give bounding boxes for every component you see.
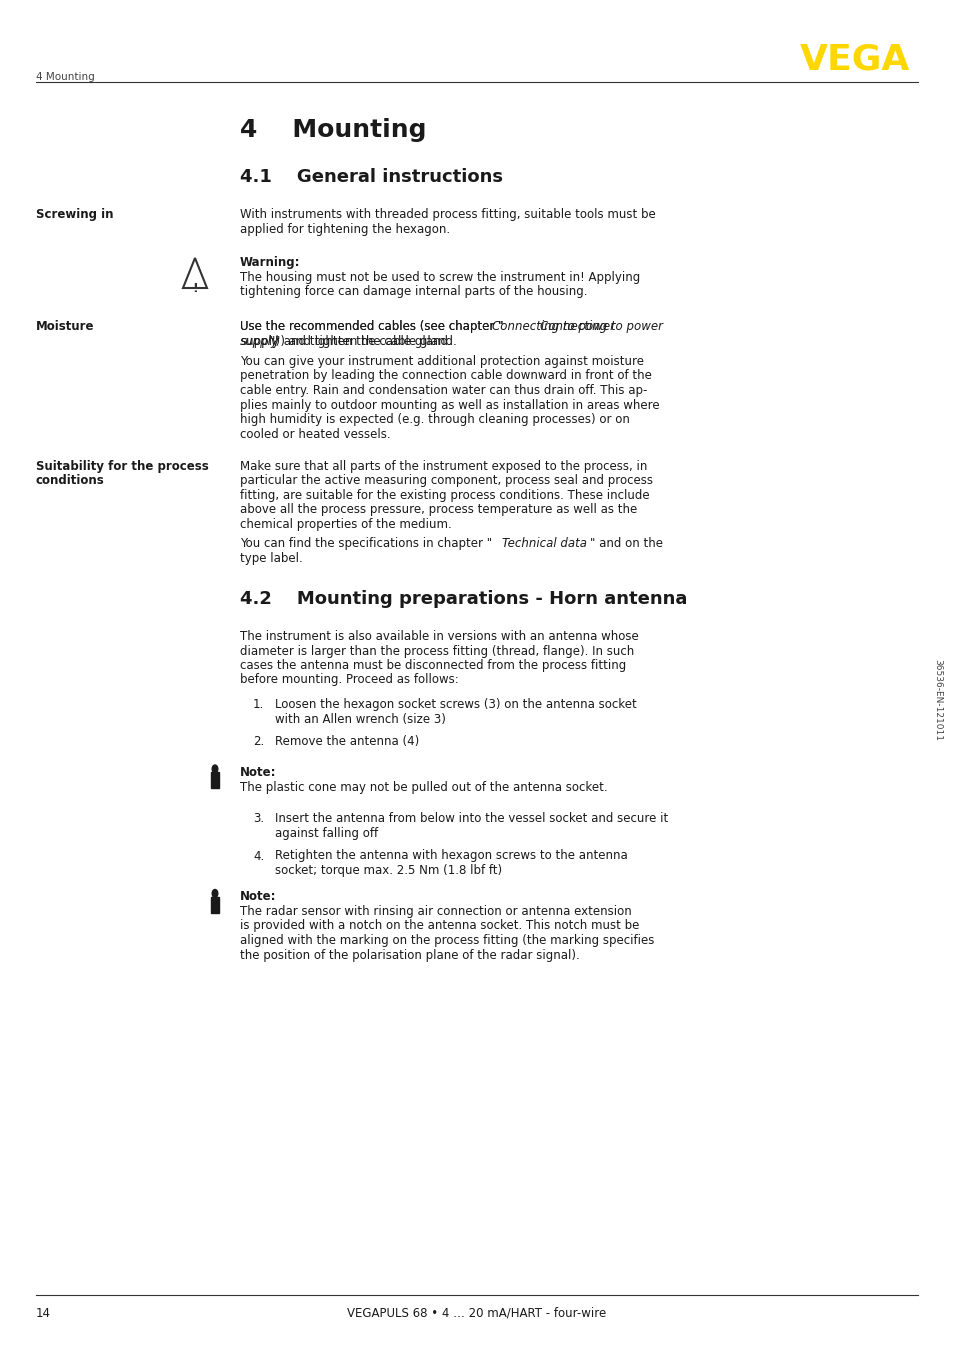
Text: 4.1    General instructions: 4.1 General instructions bbox=[240, 168, 502, 185]
Text: before mounting. Proceed as follows:: before mounting. Proceed as follows: bbox=[240, 673, 458, 686]
Text: cases the antenna must be disconnected from the process fitting: cases the antenna must be disconnected f… bbox=[240, 659, 625, 672]
Text: " and on the: " and on the bbox=[589, 538, 662, 551]
Text: 3.: 3. bbox=[253, 812, 264, 826]
Text: particular the active measuring component, process seal and process: particular the active measuring componen… bbox=[240, 474, 652, 487]
Text: 2.: 2. bbox=[253, 735, 264, 747]
Text: Connecting to power: Connecting to power bbox=[492, 320, 615, 333]
Text: penetration by leading the connection cable downward in front of the: penetration by leading the connection ca… bbox=[240, 370, 651, 382]
Text: 1.: 1. bbox=[253, 699, 264, 711]
Text: VEGAPULS 68 • 4 … 20 mA/HART - four-wire: VEGAPULS 68 • 4 … 20 mA/HART - four-wire bbox=[347, 1307, 606, 1320]
Text: high humidity is expected (e.g. through cleaning processes) or on: high humidity is expected (e.g. through … bbox=[240, 413, 629, 427]
Text: Moisture: Moisture bbox=[36, 320, 94, 333]
Text: cable entry. Rain and condensation water can thus drain off. This ap-: cable entry. Rain and condensation water… bbox=[240, 385, 647, 397]
Text: applied for tightening the hexagon.: applied for tightening the hexagon. bbox=[240, 222, 450, 236]
Text: Retighten the antenna with hexagon screws to the antenna: Retighten the antenna with hexagon screw… bbox=[274, 849, 627, 862]
Text: Connecting to power: Connecting to power bbox=[539, 320, 662, 333]
Text: aligned with the marking on the process fitting (the marking specifies: aligned with the marking on the process … bbox=[240, 934, 654, 946]
Circle shape bbox=[212, 890, 217, 898]
Bar bbox=[211, 896, 219, 913]
Text: The instrument is also available in versions with an antenna whose: The instrument is also available in vers… bbox=[240, 630, 639, 643]
Text: With instruments with threaded process fitting, suitable tools must be: With instruments with threaded process f… bbox=[240, 209, 655, 221]
Text: chemical properties of the medium.: chemical properties of the medium. bbox=[240, 519, 452, 531]
Text: VEGA: VEGA bbox=[799, 42, 909, 76]
Text: Note:: Note: bbox=[240, 766, 276, 779]
Text: Suitability for the process: Suitability for the process bbox=[36, 460, 209, 473]
Text: above all the process pressure, process temperature as well as the: above all the process pressure, process … bbox=[240, 504, 637, 516]
Text: 4 Mounting: 4 Mounting bbox=[36, 72, 94, 83]
Text: 4.2    Mounting preparations - Horn antenna: 4.2 Mounting preparations - Horn antenna bbox=[240, 590, 687, 608]
Text: Warning:: Warning: bbox=[240, 256, 300, 269]
Text: fitting, are suitable for the existing process conditions. These include: fitting, are suitable for the existing p… bbox=[240, 489, 649, 502]
Text: 4.: 4. bbox=[253, 849, 264, 862]
Text: cooled or heated vessels.: cooled or heated vessels. bbox=[240, 428, 390, 440]
Text: the position of the polarisation plane of the radar signal).: the position of the polarisation plane o… bbox=[240, 949, 579, 961]
Text: ") and tighten the cable gland.: ") and tighten the cable gland. bbox=[274, 334, 456, 348]
Text: Note:: Note: bbox=[240, 891, 276, 903]
Text: supply: supply bbox=[240, 334, 278, 348]
Text: socket; torque max. 2.5 Nm (1.8 lbf ft): socket; torque max. 2.5 Nm (1.8 lbf ft) bbox=[274, 864, 501, 877]
Text: tightening force can damage internal parts of the housing.: tightening force can damage internal par… bbox=[240, 284, 587, 298]
Text: ") and tighten the cable gland.: ") and tighten the cable gland. bbox=[270, 334, 452, 348]
Text: Remove the antenna (4): Remove the antenna (4) bbox=[274, 735, 418, 747]
Text: !: ! bbox=[192, 282, 197, 295]
Text: 14: 14 bbox=[36, 1307, 51, 1320]
Text: is provided with a notch on the antenna socket. This notch must be: is provided with a notch on the antenna … bbox=[240, 919, 639, 933]
Text: type label.: type label. bbox=[240, 552, 302, 565]
Text: plies mainly to outdoor mounting as well as installation in areas where: plies mainly to outdoor mounting as well… bbox=[240, 398, 659, 412]
Text: The radar sensor with rinsing air connection or antenna extension: The radar sensor with rinsing air connec… bbox=[240, 904, 631, 918]
Text: against falling off: against falling off bbox=[274, 827, 377, 839]
Text: Screwing in: Screwing in bbox=[36, 209, 113, 221]
Bar bbox=[211, 772, 219, 788]
Text: 36536-EN-121011: 36536-EN-121011 bbox=[933, 659, 942, 741]
Text: Technical data: Technical data bbox=[501, 538, 586, 551]
Text: conditions: conditions bbox=[36, 474, 105, 487]
Text: You can find the specifications in chapter ": You can find the specifications in chapt… bbox=[240, 538, 492, 551]
Text: You can give your instrument additional protection against moisture: You can give your instrument additional … bbox=[240, 355, 643, 368]
Text: supply: supply bbox=[240, 334, 278, 348]
Text: The housing must not be used to screw the instrument in! Applying: The housing must not be used to screw th… bbox=[240, 271, 639, 283]
Text: diameter is larger than the process fitting (thread, flange). In such: diameter is larger than the process fitt… bbox=[240, 645, 634, 658]
Text: with an Allen wrench (size 3): with an Allen wrench (size 3) bbox=[274, 712, 445, 726]
Text: Use the recommended cables (see chapter ": Use the recommended cables (see chapter … bbox=[240, 320, 503, 333]
Text: 4    Mounting: 4 Mounting bbox=[240, 118, 426, 142]
Text: Use the recommended cables (see chapter ": Use the recommended cables (see chapter … bbox=[240, 320, 503, 333]
Text: Loosen the hexagon socket screws (3) on the antenna socket: Loosen the hexagon socket screws (3) on … bbox=[274, 699, 636, 711]
Circle shape bbox=[212, 765, 217, 773]
Text: Insert the antenna from below into the vessel socket and secure it: Insert the antenna from below into the v… bbox=[274, 812, 667, 826]
Text: Make sure that all parts of the instrument exposed to the process, in: Make sure that all parts of the instrume… bbox=[240, 460, 647, 473]
Text: The plastic cone may not be pulled out of the antenna socket.: The plastic cone may not be pulled out o… bbox=[240, 780, 607, 793]
